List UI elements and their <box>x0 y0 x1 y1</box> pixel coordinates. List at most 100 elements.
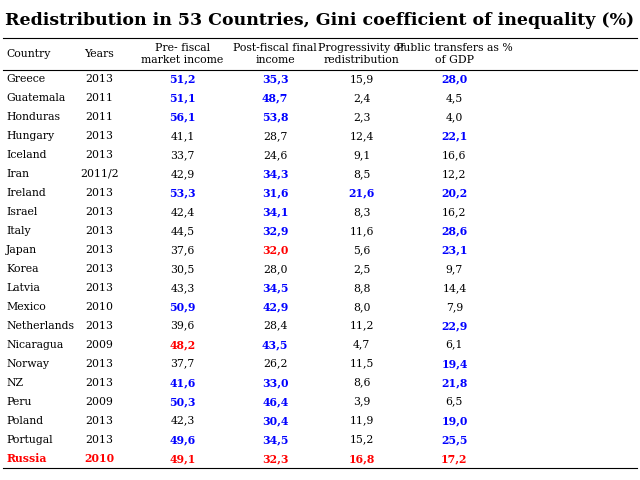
Text: 30,5: 30,5 <box>170 264 195 274</box>
Text: 2011: 2011 <box>85 93 113 103</box>
Text: Israel: Israel <box>6 207 38 217</box>
Text: 20,2: 20,2 <box>441 187 468 198</box>
Text: 6,5: 6,5 <box>445 396 463 407</box>
Text: 2013: 2013 <box>85 245 113 255</box>
Text: Honduras: Honduras <box>6 112 60 122</box>
Text: Portugal: Portugal <box>6 434 53 444</box>
Text: 56,1: 56,1 <box>169 111 196 122</box>
Text: 49,1: 49,1 <box>169 453 196 464</box>
Text: 37,7: 37,7 <box>170 359 195 369</box>
Text: 42,9: 42,9 <box>170 169 195 179</box>
Text: Norway: Norway <box>6 359 49 369</box>
Text: Netherlands: Netherlands <box>6 321 74 331</box>
Text: Nicaragua: Nicaragua <box>6 340 63 350</box>
Text: 34,3: 34,3 <box>262 168 289 180</box>
Text: 30,4: 30,4 <box>262 415 289 426</box>
Text: 2013: 2013 <box>85 264 113 274</box>
Text: 2010: 2010 <box>84 453 115 464</box>
Text: 26,2: 26,2 <box>263 359 287 369</box>
Text: 2013: 2013 <box>85 321 113 331</box>
Text: 28,7: 28,7 <box>263 131 287 141</box>
Text: 28,0: 28,0 <box>263 264 287 274</box>
Text: Post-fiscal final
income: Post-fiscal final income <box>234 43 317 65</box>
Text: 2013: 2013 <box>85 416 113 426</box>
Text: Greece: Greece <box>6 74 45 84</box>
Text: 2013: 2013 <box>85 74 113 84</box>
Text: 51,2: 51,2 <box>169 73 196 84</box>
Text: 4,0: 4,0 <box>445 112 463 122</box>
Text: 51,1: 51,1 <box>169 93 196 104</box>
Text: Country: Country <box>6 49 51 59</box>
Text: 49,6: 49,6 <box>169 434 196 445</box>
Text: Latvia: Latvia <box>6 283 40 293</box>
Text: 28,6: 28,6 <box>441 225 468 236</box>
Text: 41,1: 41,1 <box>170 131 195 141</box>
Text: 2010: 2010 <box>85 302 113 312</box>
Text: 2013: 2013 <box>85 188 113 198</box>
Text: 48,2: 48,2 <box>169 339 196 350</box>
Text: 25,5: 25,5 <box>441 434 468 445</box>
Text: 2013: 2013 <box>85 207 113 217</box>
Text: 42,9: 42,9 <box>262 301 289 312</box>
Text: 35,3: 35,3 <box>262 73 289 84</box>
Text: 22,1: 22,1 <box>441 131 468 142</box>
Text: 2,3: 2,3 <box>353 112 371 122</box>
Text: Italy: Italy <box>6 226 31 236</box>
Text: 24,6: 24,6 <box>263 150 287 160</box>
Text: 21,8: 21,8 <box>441 377 468 388</box>
Text: 23,1: 23,1 <box>441 244 468 255</box>
Text: 2013: 2013 <box>85 131 113 141</box>
Text: 19,4: 19,4 <box>441 358 468 369</box>
Text: 50,9: 50,9 <box>169 301 196 312</box>
Text: 8,5: 8,5 <box>353 169 371 179</box>
Text: NZ: NZ <box>6 378 24 388</box>
Text: 53,8: 53,8 <box>262 111 289 122</box>
Text: 43,3: 43,3 <box>170 283 195 293</box>
Text: 48,7: 48,7 <box>262 93 289 104</box>
Text: 22,9: 22,9 <box>441 320 468 331</box>
Text: 32,9: 32,9 <box>262 225 289 236</box>
Text: 46,4: 46,4 <box>262 396 289 407</box>
Text: Japan: Japan <box>6 245 38 255</box>
Text: 2013: 2013 <box>85 226 113 236</box>
Text: 14,4: 14,4 <box>442 283 467 293</box>
Text: 39,6: 39,6 <box>170 321 195 331</box>
Text: 5,6: 5,6 <box>353 245 371 255</box>
Text: 2009: 2009 <box>85 396 113 407</box>
Text: 44,5: 44,5 <box>170 226 195 236</box>
Text: 11,5: 11,5 <box>349 359 374 369</box>
Text: 16,2: 16,2 <box>442 207 467 217</box>
Text: 2009: 2009 <box>85 340 113 350</box>
Text: 28,0: 28,0 <box>441 73 468 84</box>
Text: Years: Years <box>84 49 114 59</box>
Text: 42,4: 42,4 <box>170 207 195 217</box>
Text: 8,3: 8,3 <box>353 207 371 217</box>
Text: 42,3: 42,3 <box>170 416 195 426</box>
Text: 2013: 2013 <box>85 359 113 369</box>
Text: 31,6: 31,6 <box>262 187 289 198</box>
Text: Public transfers as %
of GDP: Public transfers as % of GDP <box>396 43 513 65</box>
Text: 11,6: 11,6 <box>349 226 374 236</box>
Text: 41,6: 41,6 <box>169 377 196 388</box>
Text: 2013: 2013 <box>85 434 113 444</box>
Text: 43,5: 43,5 <box>262 339 289 350</box>
Text: 8,0: 8,0 <box>353 302 371 312</box>
Text: Iceland: Iceland <box>6 150 47 160</box>
Text: Pre- fiscal
market income: Pre- fiscal market income <box>141 43 223 65</box>
Text: 37,6: 37,6 <box>170 245 195 255</box>
Text: 4,7: 4,7 <box>353 340 370 350</box>
Text: 50,3: 50,3 <box>169 396 196 407</box>
Text: 11,2: 11,2 <box>349 321 374 331</box>
Text: 34,5: 34,5 <box>262 282 289 293</box>
Text: 2,4: 2,4 <box>353 93 371 103</box>
Text: 11,9: 11,9 <box>349 416 374 426</box>
Text: 15,9: 15,9 <box>349 74 374 84</box>
Text: 6,1: 6,1 <box>445 340 463 350</box>
Text: Russia: Russia <box>6 453 47 464</box>
Text: Iran: Iran <box>6 169 29 179</box>
Text: 16,8: 16,8 <box>348 453 375 464</box>
Text: 7,9: 7,9 <box>446 302 463 312</box>
Text: 2,5: 2,5 <box>353 264 371 274</box>
Text: 19,0: 19,0 <box>441 415 468 426</box>
Text: 12,4: 12,4 <box>349 131 374 141</box>
